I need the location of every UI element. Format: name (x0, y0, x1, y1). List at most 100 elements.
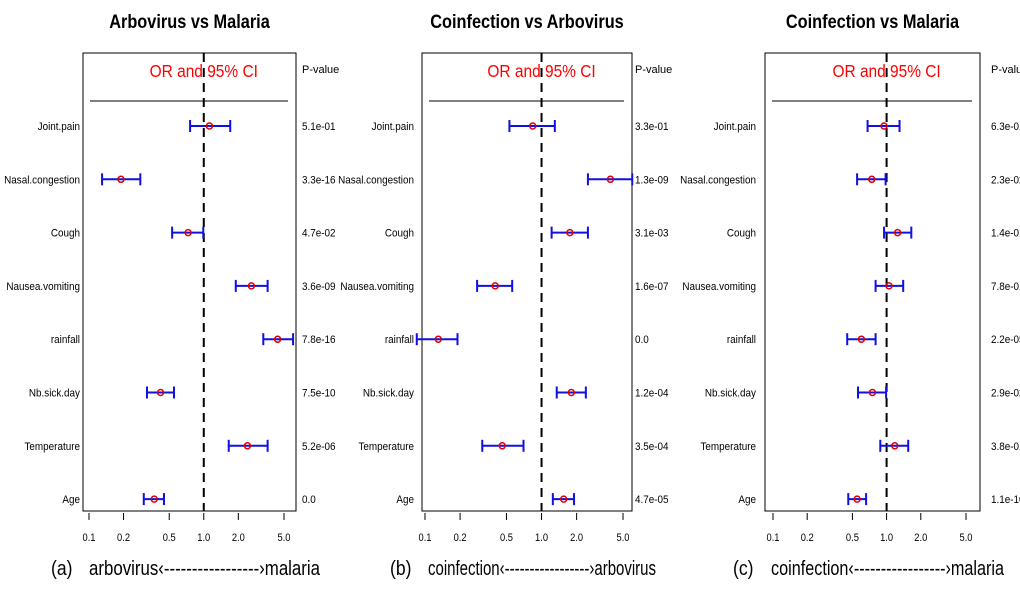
or-point (117, 175, 125, 184)
x-tick-label: 0.5 (163, 532, 176, 544)
pvalue-header: P-value (635, 64, 672, 76)
plot-box (421, 52, 633, 512)
x-tick-label: 0.2 (117, 532, 130, 544)
forest-row: rainfall 2.2e-05 (727, 333, 1020, 346)
row-label: rainfall (51, 335, 80, 347)
or-point (868, 388, 877, 397)
row-label: Joint.pain (714, 122, 757, 134)
x-tick-label: 1.0 (197, 532, 210, 544)
forest-row: Nasal.congestion 1.3e-09 (338, 173, 669, 186)
forest-row: Nb.sick.day 2.9e-02 (705, 386, 1020, 400)
forest-row: Nausea.vomiting 7.8e-01 (682, 279, 1020, 293)
row-label: Nb.sick.day (29, 388, 81, 400)
x-tick-label: 0.2 (454, 532, 467, 544)
x-tick-label: 1.0 (880, 532, 893, 544)
x-tick-label: 2.0 (232, 532, 245, 544)
or-point (491, 282, 499, 290)
forest-row: Joint.pain 6.3e-01 (714, 120, 1020, 133)
pvalue-text: 4.7e-05 (635, 495, 669, 507)
x-tick-label: 0.5 (846, 532, 859, 544)
x-tick-label: 2.0 (914, 532, 927, 544)
x-axis-label: coinfection‹-----------------›malaria (771, 558, 1005, 580)
forest-row: Temperature 3.5e-04 (358, 439, 669, 453)
x-tick-label: 0.1 (83, 532, 96, 544)
pvalue-header: P-value (302, 64, 339, 76)
forest-row: Nb.sick.day 1.2e-04 (363, 386, 669, 400)
pvalue-text: 7.8e-16 (302, 335, 336, 347)
x-tick-label: 5.0 (960, 532, 973, 544)
pvalue-text: 1.3e-09 (635, 175, 669, 187)
panel-label: (b) (390, 557, 412, 579)
pvalue-text: 0.0 (635, 335, 649, 347)
x-tick-label: 5.0 (617, 532, 630, 544)
or-point (434, 335, 443, 343)
or-point (566, 228, 574, 237)
forest-row: Joint.pain 5.1e-01 (38, 120, 336, 133)
x-tick-label: 0.1 (419, 532, 432, 544)
row-label: Cough (385, 228, 414, 240)
or-point (273, 335, 282, 343)
pvalue-text: 5.2e-06 (302, 441, 336, 453)
row-label: Nausea.vomiting (6, 281, 80, 293)
or-point (867, 175, 876, 184)
pvalue-text: 0.0 (302, 495, 316, 507)
forest-row: Nausea.vomiting 3.6e-09 (6, 279, 336, 293)
forest-row: Age 1.1e-10 (738, 493, 1020, 506)
or-point (857, 335, 866, 343)
or-point (243, 442, 252, 450)
or-point (184, 228, 192, 237)
panel-title: Coinfection vs Arbovirus (430, 11, 624, 32)
row-label: Nausea.vomiting (682, 281, 756, 293)
pvalue-text: 3.1e-03 (635, 228, 669, 240)
or-point (247, 282, 256, 290)
row-label: Nb.sick.day (363, 388, 415, 400)
row-label: Nasal.congestion (4, 175, 80, 187)
x-tick-label: 0.5 (500, 532, 513, 544)
forest-row: Cough 1.4e-01 (727, 226, 1020, 240)
or-point (498, 442, 506, 450)
row-label: Age (396, 495, 414, 507)
pvalue-text: 5.1e-01 (302, 122, 336, 134)
pvalue-text: 1.1e-10 (991, 495, 1020, 507)
or-point (885, 282, 893, 290)
pvalue-text: 3.3e-01 (635, 122, 669, 134)
or-point (891, 442, 899, 450)
forest-row: Temperature 5.2e-06 (24, 439, 336, 453)
forest-row: Cough 4.7e-02 (51, 226, 336, 240)
pvalue-text: 2.3e-02 (991, 175, 1020, 187)
row-label: Nasal.congestion (338, 175, 414, 187)
row-label: Age (62, 495, 80, 507)
pvalue-text: 1.4e-01 (991, 228, 1020, 240)
pvalue-text: 3.3e-16 (302, 175, 336, 187)
forest-row: Age 4.7e-05 (396, 493, 669, 507)
x-axis-label: arbovirus‹-----------------›malaria (89, 558, 321, 580)
pvalue-text: 1.2e-04 (635, 388, 669, 400)
row-label: Cough (51, 228, 80, 240)
row-label: rainfall (385, 335, 414, 347)
forest-row: Age 0.0 (62, 493, 316, 506)
pvalue-text: 3.5e-04 (635, 441, 669, 453)
row-label: Age (738, 495, 756, 507)
x-tick-label: 0.2 (801, 532, 814, 544)
or-point (205, 122, 214, 130)
forest-row: Cough 3.1e-03 (385, 226, 669, 240)
pvalue-text: 2.2e-05 (991, 335, 1020, 347)
row-label: Temperature (24, 441, 80, 453)
row-label: Temperature (700, 441, 756, 453)
forest-row: Nasal.congestion 3.3e-16 (4, 173, 336, 186)
or-point (150, 495, 158, 503)
panel-title: Coinfection vs Malaria (786, 11, 959, 32)
or-point (893, 228, 902, 237)
pvalue-text: 6.3e-01 (991, 122, 1020, 134)
or-point (567, 388, 576, 397)
row-label: Temperature (358, 441, 414, 453)
forest-row: Nb.sick.day 7.5e-10 (29, 386, 336, 400)
pvalue-text: 7.5e-10 (302, 388, 336, 400)
row-label: Cough (727, 228, 756, 240)
panel-title: Arbovirus vs Malaria (109, 11, 270, 32)
forest-row: Nasal.congestion 2.3e-02 (680, 173, 1020, 186)
pvalue-text: 3.8e-01 (991, 441, 1020, 453)
forest-row: Nausea.vomiting 1.6e-07 (340, 279, 669, 293)
